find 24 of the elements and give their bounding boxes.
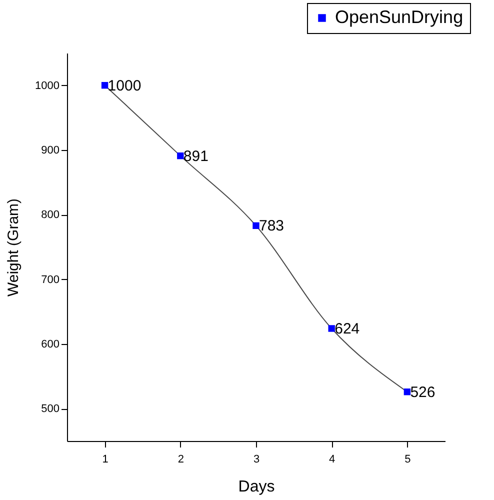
point [177, 152, 184, 160]
data-label: 1000 [108, 77, 142, 94]
y-tick-label: 600 [41, 338, 60, 350]
point [101, 82, 108, 89]
y-tick-label: 800 [41, 209, 60, 222]
data-label: 526 [410, 384, 436, 401]
data-label: 891 [183, 148, 208, 165]
y-tick-label: 1000 [35, 80, 60, 92]
data-label: 624 [334, 320, 360, 338]
x-tick-label: 4 [329, 454, 336, 466]
point [404, 388, 411, 396]
legend-label: OpenSunDrying [335, 7, 464, 27]
point [252, 222, 260, 230]
point [328, 325, 335, 332]
y-tick-label: 900 [41, 144, 60, 156]
x-tick-label: 2 [178, 454, 184, 466]
x-tick-label: 1 [102, 454, 108, 466]
x-tick-label: 3 [253, 454, 260, 466]
y-tick-label: 700 [41, 274, 60, 286]
y-axis-title: Weight (Gram) [5, 198, 22, 297]
x-tick-label: 5 [404, 454, 411, 466]
data-label: 783 [259, 218, 284, 235]
y-tick-label: 500 [41, 403, 60, 416]
x-axis-title: Days [238, 478, 275, 496]
